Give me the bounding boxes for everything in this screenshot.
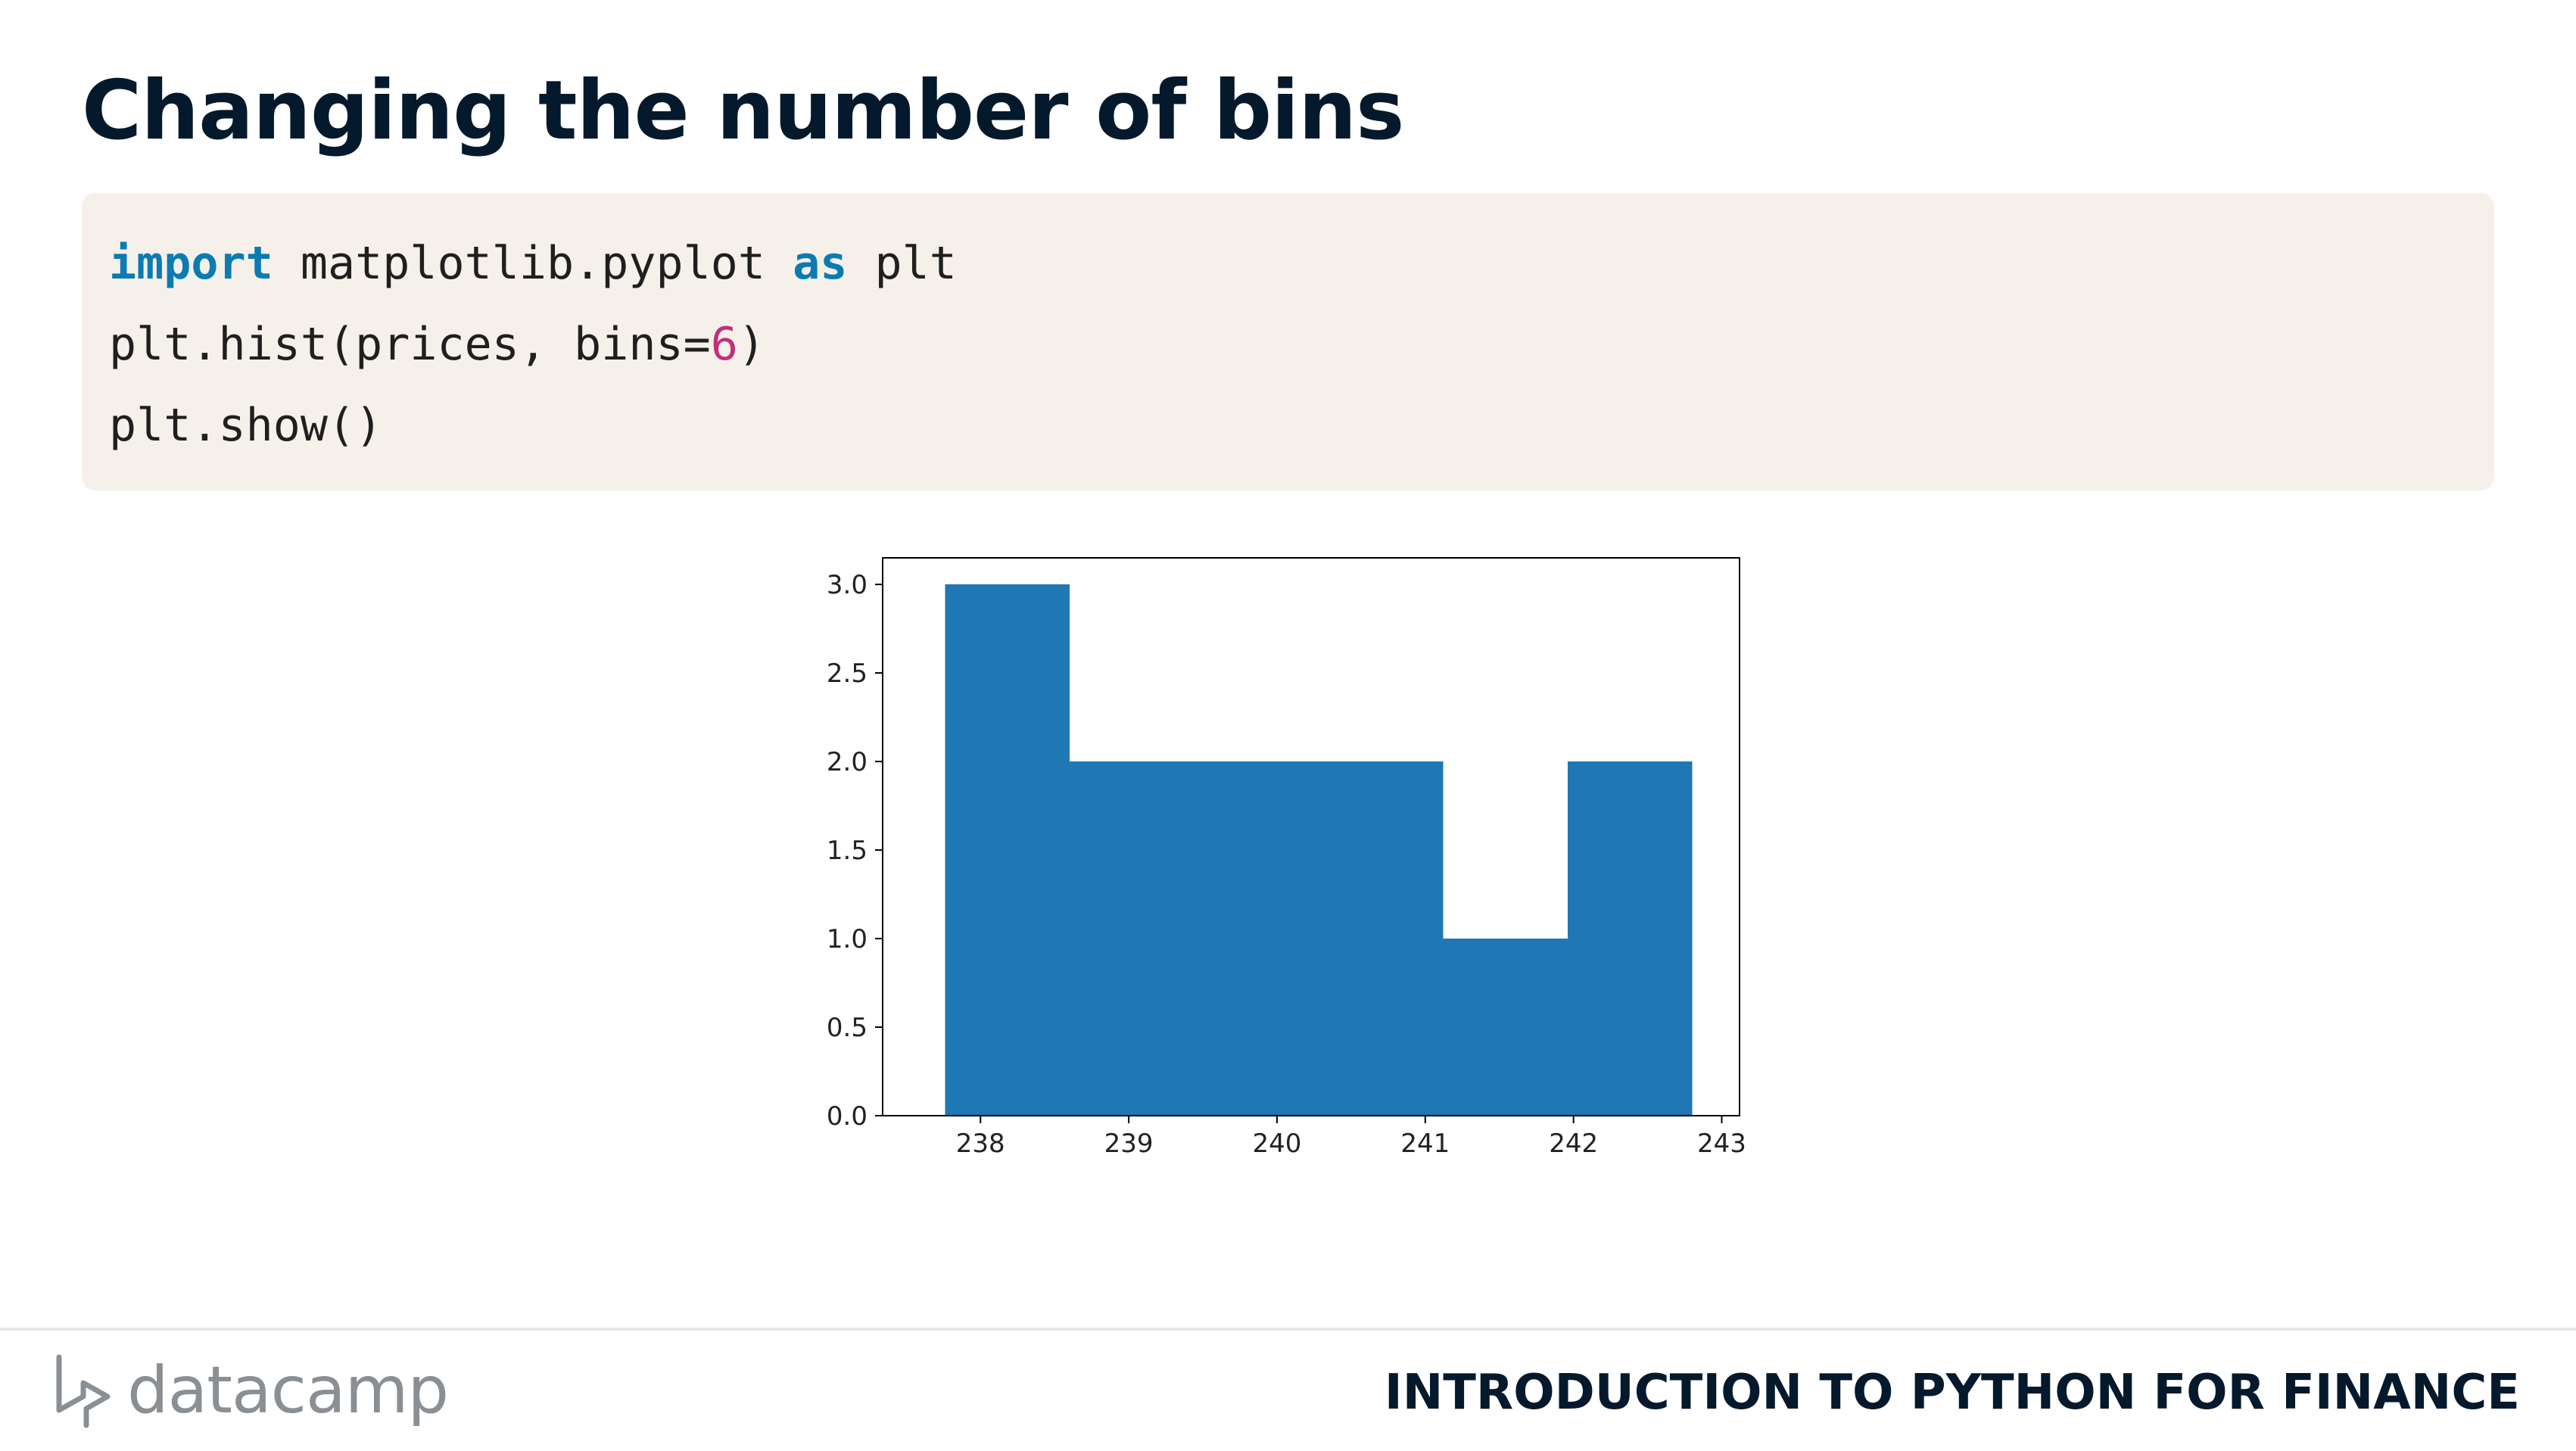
histogram-bar bbox=[1069, 761, 1195, 1116]
y-tick-label: 3.0 bbox=[827, 570, 867, 600]
y-tick-label: 1.0 bbox=[827, 924, 867, 954]
histogram-chart: 238 239 240 241 242 243 0.0 0.5 1.0 1.5 2.0 2.5 3.0 bbox=[757, 530, 1817, 1181]
y-tick-label: 1.5 bbox=[827, 836, 867, 866]
plot-frame bbox=[882, 557, 1740, 1116]
x-tick-label: 242 bbox=[1549, 1129, 1598, 1159]
histogram-bar bbox=[1567, 761, 1693, 1116]
histogram-bar bbox=[945, 584, 1070, 1116]
slide-title: Changing the number of bins bbox=[82, 64, 1404, 158]
code-line-import: import matplotlib.pyplot as plt bbox=[109, 223, 2494, 304]
histogram-bar bbox=[1443, 939, 1568, 1116]
code-bins-number: 6 bbox=[710, 318, 738, 371]
histogram-svg: 238 239 240 241 242 243 0.0 0.5 1.0 1.5 2.0 2.5 3.0 bbox=[827, 557, 1746, 1159]
x-tick-label: 240 bbox=[1253, 1129, 1302, 1159]
code-line-hist: plt.hist(prices, bins=6) bbox=[109, 304, 2494, 385]
x-tick-label: 241 bbox=[1400, 1129, 1450, 1159]
x-tick-label: 238 bbox=[956, 1129, 1005, 1159]
code-alias: plt bbox=[847, 237, 957, 290]
code-hist-close: ) bbox=[737, 318, 765, 371]
histogram-bar bbox=[1318, 761, 1444, 1116]
y-tick-label: 0.5 bbox=[827, 1013, 867, 1043]
histogram-bar bbox=[1194, 761, 1319, 1116]
code-keyword-as: as bbox=[793, 237, 848, 290]
course-title: INTRODUCTION TO PYTHON FOR FINANCE bbox=[1384, 1365, 2520, 1421]
code-keyword-import: import bbox=[109, 237, 273, 290]
footer-divider bbox=[0, 1328, 2576, 1331]
x-tick-label: 239 bbox=[1104, 1129, 1154, 1159]
y-tick-label: 2.0 bbox=[827, 747, 867, 777]
code-show-call: plt.show() bbox=[109, 399, 383, 452]
datacamp-logo: datacamp bbox=[53, 1349, 449, 1432]
datacamp-logo-icon bbox=[56, 1354, 111, 1428]
y-tick-label: 2.5 bbox=[827, 659, 867, 689]
y-tick-label: 0.0 bbox=[827, 1101, 867, 1132]
code-block: import matplotlib.pyplot as plt plt.hist… bbox=[82, 193, 2494, 490]
code-module-name: matplotlib.pyplot bbox=[273, 237, 793, 290]
datacamp-wordmark: datacamp bbox=[127, 1353, 449, 1428]
code-hist-call: plt.hist(prices, bins= bbox=[109, 318, 711, 371]
code-line-show: plt.show() bbox=[109, 385, 2494, 466]
x-tick-label: 243 bbox=[1697, 1129, 1746, 1159]
